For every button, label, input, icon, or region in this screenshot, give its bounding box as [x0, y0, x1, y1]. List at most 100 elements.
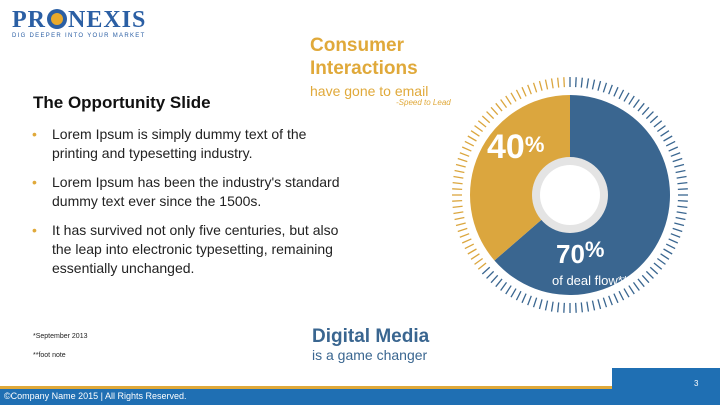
chart-tick	[672, 157, 683, 163]
bullet-item: Lorem Ipsum is simply dummy text of the …	[32, 125, 342, 163]
chart-tick	[668, 238, 679, 244]
chart-tick	[452, 200, 463, 202]
chart-tick	[467, 248, 477, 255]
chart-tick	[676, 175, 687, 179]
digital-media-title: Digital Media	[312, 326, 430, 347]
chart-tick	[653, 120, 663, 128]
chart-tick	[618, 89, 625, 100]
chart-tick	[550, 301, 554, 312]
chart-tick	[649, 266, 659, 275]
chart-tick	[602, 82, 608, 93]
logo-tagline: DIG DEEPER INTO YOUR MARKET	[12, 33, 146, 39]
chart-tick	[490, 274, 499, 284]
chart-tick	[677, 182, 688, 185]
chart-tick	[623, 288, 630, 298]
chart-tick	[500, 99, 508, 109]
consumer-interactions-subtitle: have gone to email	[310, 83, 429, 99]
chart-tick	[675, 216, 686, 221]
chart-tick	[641, 274, 650, 284]
chart-tick	[656, 125, 666, 133]
chart-tick	[665, 140, 676, 147]
bullet-list: Lorem Ipsum is simply dummy text of the …	[32, 125, 342, 288]
consumer-interactions-title: Consumer Interactions	[310, 35, 418, 79]
chart-tick	[515, 89, 522, 100]
chart-tick	[608, 295, 613, 306]
chart-tick	[632, 281, 640, 291]
chart-tick	[677, 200, 688, 202]
chart-tick	[675, 169, 686, 174]
chart-tick	[464, 140, 475, 147]
chart-tick	[470, 130, 480, 137]
chart-label-70-sign: %	[584, 237, 605, 262]
chart-tick	[477, 262, 487, 270]
chart-tick	[660, 253, 670, 260]
chart-tick	[632, 99, 640, 109]
chart-tick	[645, 270, 654, 279]
chart-tick	[481, 266, 491, 275]
chart-label-70: 70%	[556, 237, 604, 270]
chart-tick	[602, 297, 608, 308]
chart-tick	[597, 299, 602, 310]
chart-tick	[586, 301, 590, 312]
chart-tick	[544, 300, 549, 311]
chart-tick	[452, 182, 463, 185]
chart-tick	[591, 79, 596, 90]
chart-tick	[663, 248, 673, 255]
chart-tick	[670, 152, 681, 157]
chart-tick	[455, 163, 466, 168]
chart-tick	[672, 227, 683, 233]
chart-tick	[457, 227, 468, 233]
chart-tick	[521, 293, 527, 304]
chart-tick	[527, 295, 532, 306]
consumer-source: -Speed to Lead	[396, 98, 451, 107]
chart-tick	[591, 300, 596, 311]
chart-tick	[467, 135, 477, 142]
chart-tick	[532, 297, 538, 308]
chart-label-70-number: 70	[556, 239, 585, 269]
chart-tick	[677, 205, 688, 208]
chart-tick	[628, 285, 635, 295]
logo-word-left: PR	[12, 7, 46, 33]
chart-tick	[453, 175, 464, 179]
chart-tick	[505, 285, 512, 295]
footer-copyright: ©Company Name 2015 | All Rights Reserved…	[4, 391, 187, 401]
chart-tick	[637, 278, 645, 288]
chart-tick	[674, 163, 685, 168]
footnote-note: **foot note	[33, 352, 66, 359]
digital-media-subtitle: is a game changer	[312, 347, 428, 363]
chart-tick	[490, 106, 499, 116]
chart-tick	[557, 77, 560, 88]
chart-tick	[608, 84, 613, 95]
chart-tick	[563, 77, 565, 88]
chart-tick	[454, 216, 465, 221]
chart-tick	[613, 86, 619, 97]
chart-tick	[510, 288, 517, 298]
chart-tick	[495, 278, 503, 288]
chart-tick	[452, 205, 463, 208]
chart-tick	[649, 115, 659, 124]
chart-tick	[461, 238, 472, 244]
chart-tick	[454, 169, 465, 174]
chart-tick	[505, 95, 512, 105]
chart-annotation: of deal flow**	[552, 273, 628, 288]
chart-tick	[486, 111, 495, 120]
chart-tick	[663, 135, 673, 142]
chart-tick	[464, 243, 475, 250]
footer-page-tab	[612, 368, 720, 405]
chart-tick	[495, 102, 503, 112]
chart-tick	[623, 92, 630, 102]
chart-tick	[455, 222, 466, 227]
chart-tick	[453, 211, 464, 215]
chart-tick	[670, 233, 681, 238]
chart-tick	[628, 95, 635, 105]
chart-tick	[474, 125, 484, 133]
chart-tick	[597, 80, 602, 91]
chart-tick	[477, 120, 487, 128]
chart-tick	[563, 302, 565, 313]
chart-tick	[676, 211, 687, 215]
chart-tick-ring	[452, 77, 688, 313]
chart-tick	[461, 146, 472, 152]
logo-wordmark: PR NEXIS	[12, 8, 146, 32]
chart-tick	[637, 102, 645, 112]
chart-tick	[452, 188, 463, 190]
